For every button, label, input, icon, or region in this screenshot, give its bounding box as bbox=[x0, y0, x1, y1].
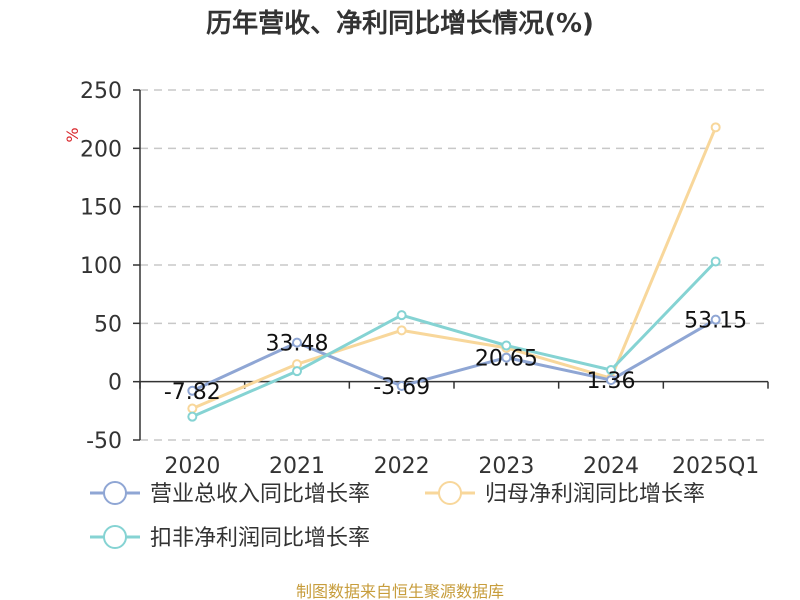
legend-item[interactable]: 归母净利润同比增长率 bbox=[425, 481, 705, 507]
x-tick-label: 2023 bbox=[478, 454, 534, 479]
x-tick-label: 2022 bbox=[374, 454, 430, 479]
legend-label: 扣非净利润同比增长率 bbox=[150, 526, 370, 551]
data-point bbox=[187, 385, 198, 396]
series-lines bbox=[187, 122, 721, 422]
x-tick-label: 2025Q1 bbox=[672, 454, 759, 479]
chart-title: 历年营收、净利同比增长情况(%) bbox=[206, 8, 594, 39]
data-label: 33.48 bbox=[266, 332, 329, 357]
data-labels: -7.82 33.48 -3.69 20.65 1.36 53.15 bbox=[164, 309, 747, 405]
data-label: 53.15 bbox=[684, 309, 747, 334]
legend-label: 归母净利润同比增长率 bbox=[485, 482, 705, 507]
x-tick-labels: 2020 2021 2022 2023 2024 2025Q1 bbox=[164, 454, 759, 479]
legend-item[interactable]: 扣非净利润同比增长率 bbox=[90, 525, 370, 551]
y-tick-label: 100 bbox=[80, 254, 122, 279]
data-label: 1.36 bbox=[587, 369, 636, 394]
data-point bbox=[187, 411, 198, 422]
data-label: -7.82 bbox=[164, 380, 221, 405]
data-point bbox=[710, 314, 721, 325]
data-point bbox=[396, 325, 407, 336]
data-label: 20.65 bbox=[475, 347, 538, 372]
data-point bbox=[606, 375, 616, 386]
y-tick-label: 250 bbox=[80, 79, 122, 104]
data-point bbox=[292, 366, 302, 377]
data-point bbox=[501, 340, 512, 351]
data-point bbox=[396, 310, 407, 321]
gridlines bbox=[140, 89, 768, 441]
x-tick-label: 2020 bbox=[164, 454, 220, 479]
series-line bbox=[191, 318, 717, 393]
source-note: 制图数据来自恒生聚源数据库 bbox=[296, 582, 504, 600]
series-line bbox=[191, 260, 717, 419]
y-tick-label: -50 bbox=[86, 429, 122, 454]
y-tick-label: 150 bbox=[80, 196, 122, 221]
y-tick-labels: -50 0 50 100 150 200 250 bbox=[80, 79, 122, 454]
data-point bbox=[187, 403, 198, 414]
data-label: -3.69 bbox=[373, 375, 430, 400]
series-line bbox=[191, 126, 718, 410]
y-tick-label: 50 bbox=[94, 312, 122, 337]
data-point bbox=[710, 122, 721, 133]
legend-swatch-marker bbox=[103, 481, 127, 505]
y-tick-label: 0 bbox=[108, 371, 122, 396]
data-point bbox=[710, 256, 721, 267]
legend-item[interactable]: 营业总收入同比增长率 bbox=[90, 481, 370, 507]
y-tick-label: 200 bbox=[80, 137, 122, 162]
data-point bbox=[501, 352, 512, 363]
x-tick-label: 2021 bbox=[269, 454, 325, 479]
data-point bbox=[292, 337, 302, 348]
data-point bbox=[396, 380, 407, 391]
legend-label: 营业总收入同比增长率 bbox=[150, 482, 370, 507]
x-tick-label: 2024 bbox=[583, 454, 639, 479]
axes bbox=[133, 89, 769, 441]
legend-swatch-marker bbox=[103, 525, 127, 549]
y-axis-unit-label: % bbox=[63, 127, 82, 142]
data-point bbox=[606, 365, 616, 375]
legend-swatch-marker bbox=[438, 481, 462, 505]
